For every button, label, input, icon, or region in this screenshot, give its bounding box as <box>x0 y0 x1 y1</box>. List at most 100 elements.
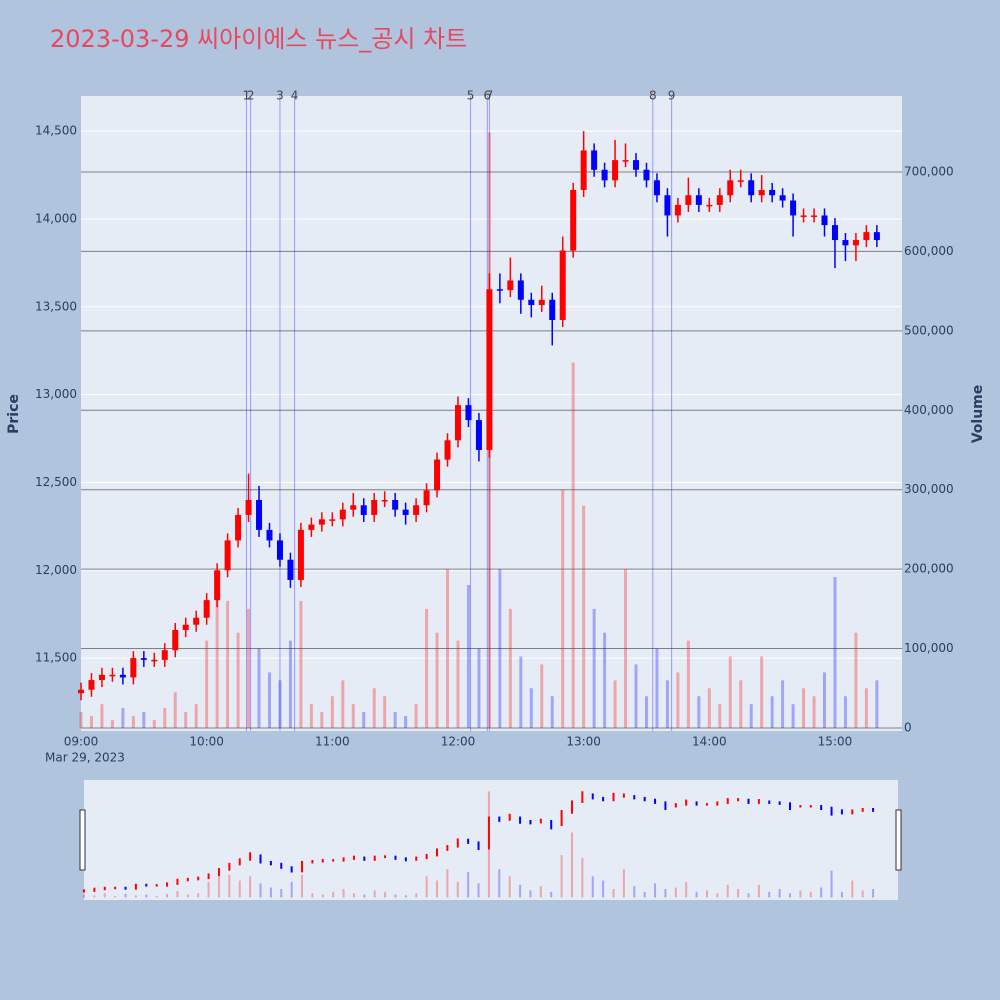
x-date-label: Mar 29, 2023 <box>45 751 125 765</box>
slider-volume-bar <box>799 890 802 898</box>
candle-body <box>831 225 838 241</box>
slider-volume-bar <box>591 876 594 898</box>
volume-bar <box>498 569 502 728</box>
volume-bar <box>644 696 648 728</box>
y-axis-title: Price <box>6 394 22 434</box>
slider-volume-bar <box>477 883 480 898</box>
y2-tick-label: 700,000 <box>904 165 954 179</box>
slider-volume-bar <box>685 881 688 898</box>
candle-body <box>475 420 482 450</box>
candle-body <box>392 500 399 510</box>
y2-tick-label: 0 <box>904 720 912 734</box>
candle-body <box>465 405 472 421</box>
event-label: 1 <box>243 89 251 103</box>
candle-body <box>308 524 315 530</box>
candle-body <box>151 659 158 662</box>
slider-volume-bar <box>321 894 324 898</box>
volume-bar <box>843 696 847 728</box>
x-tick-label: 14:00 <box>692 735 727 749</box>
candle-body <box>193 617 200 625</box>
volume-bar <box>288 640 292 728</box>
volume-bar <box>393 712 397 728</box>
candle-body <box>633 160 640 170</box>
event-label: 2 <box>247 89 255 103</box>
candle-body <box>360 505 367 515</box>
candle-body <box>297 529 304 580</box>
volume-bar <box>257 648 261 728</box>
y2-tick-label: 100,000 <box>904 641 954 655</box>
slider-volume-bar <box>508 876 511 898</box>
volume-bar <box>571 362 575 728</box>
slider-volume-bar <box>166 893 169 898</box>
volume-bar <box>215 585 219 728</box>
candle-body <box>507 280 514 291</box>
x-tick-label: 13:00 <box>566 735 601 749</box>
volume-bar <box>142 712 146 728</box>
slider-volume-bar <box>83 894 85 898</box>
y2-tick-label: 400,000 <box>904 403 954 417</box>
y-tick-label: 12,000 <box>35 563 77 577</box>
slider-volume-bar <box>622 869 625 898</box>
slider-volume-bar <box>643 891 646 898</box>
slider-handle-left[interactable] <box>79 809 86 871</box>
candle-body <box>318 519 325 525</box>
slider-volume-bar <box>311 893 314 898</box>
slider-volume-bar <box>404 895 407 898</box>
slider-volume-bar <box>124 893 127 898</box>
event-label: 8 <box>649 89 657 103</box>
event-label: 6 <box>483 89 491 103</box>
volume-bar <box>341 680 345 728</box>
y-tick-label: 14,000 <box>35 211 77 225</box>
candle-body <box>591 150 598 170</box>
candle-body <box>538 299 545 306</box>
volume-bar <box>163 708 167 728</box>
volume-bar <box>247 608 251 728</box>
volume-bar <box>665 680 669 728</box>
slider-volume-bar <box>145 894 148 898</box>
y-tick-label: 13,500 <box>35 299 77 313</box>
candle-body <box>549 299 556 320</box>
slider-volume-bar <box>446 869 449 898</box>
slider-volume-bar <box>716 893 719 898</box>
volume-bar <box>362 712 366 728</box>
candle-body <box>350 505 357 510</box>
slider-volume-bar <box>176 891 179 898</box>
y-tick-label: 14,500 <box>35 124 77 138</box>
slider-volume-bar <box>186 894 189 898</box>
volume-bar <box>372 688 376 728</box>
candle-body <box>214 570 221 601</box>
slider-volume-bar <box>384 891 387 898</box>
range-slider[interactable] <box>84 780 898 900</box>
y2-tick-label: 500,000 <box>904 323 954 337</box>
slider-volume-bar <box>757 884 760 898</box>
candle-body <box>653 180 660 196</box>
volume-bar <box>854 632 858 728</box>
slider-volume-bar <box>674 887 677 898</box>
event-label: 5 <box>467 89 475 103</box>
slider-volume-bar <box>529 890 532 898</box>
slider-layer <box>83 791 875 898</box>
slider-handle-right[interactable] <box>895 809 902 871</box>
slider-volume-bar <box>114 896 117 898</box>
volume-bar <box>802 688 806 728</box>
candle-body <box>245 500 252 515</box>
slider-volume-bar <box>654 883 657 898</box>
candle-body <box>716 195 723 205</box>
candle-body <box>235 514 242 541</box>
slider-volume-bar <box>259 883 262 898</box>
candle-body <box>339 509 346 520</box>
candle-body <box>182 624 189 630</box>
candle-body <box>413 505 420 515</box>
candle-body <box>434 459 441 491</box>
x-tick-label: 12:00 <box>441 735 476 749</box>
slider-volume-bar <box>103 893 106 898</box>
candle-body <box>224 540 231 571</box>
volume-bar <box>383 696 387 728</box>
volume-bar <box>404 716 408 728</box>
slider-volume-bar <box>695 891 698 898</box>
slider-volume-bar <box>342 888 345 898</box>
volume-bar <box>697 696 701 728</box>
candle-body <box>496 289 503 291</box>
candle-body <box>486 289 493 450</box>
candle-body <box>570 189 577 251</box>
